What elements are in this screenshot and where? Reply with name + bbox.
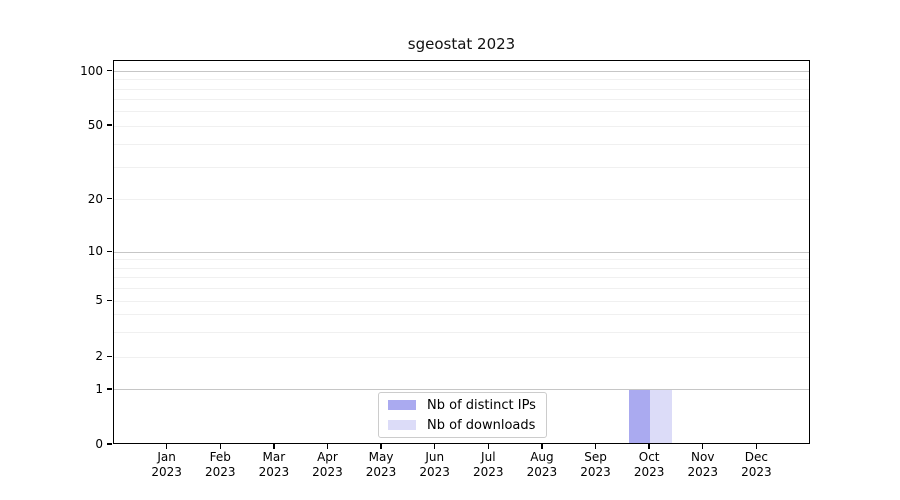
major-gridline-1	[114, 389, 809, 391]
x-tick-label-dec: Dec 2023	[741, 450, 772, 479]
minor-gridline-8	[114, 267, 809, 269]
minor-gridline-5	[114, 300, 809, 302]
x-tick-label-oct: Oct 2023	[633, 450, 665, 479]
x-tick-label-apr: Apr 2023	[312, 450, 343, 479]
minor-gridline-70	[114, 99, 809, 101]
y-tick-mark-0	[107, 443, 112, 445]
x-tick-mark-sep	[594, 444, 597, 449]
minor-gridline-6	[114, 287, 809, 289]
y-tick-mark-50	[107, 124, 112, 126]
minor-gridline-3	[114, 332, 809, 334]
x-tick-label-nov: Nov 2023	[687, 450, 719, 479]
minor-gridline-2	[114, 356, 809, 358]
y-tick-label-0: 0	[95, 437, 103, 451]
minor-gridline-60	[114, 111, 809, 113]
x-tick-label-feb: Feb 2023	[204, 450, 236, 479]
legend: Nb of distinct IPs Nb of downloads	[378, 392, 547, 438]
x-tick-label-aug: Aug 2023	[526, 450, 558, 479]
x-tick-mark-jan	[165, 444, 168, 449]
legend-row-distinct-ips: Nb of distinct IPs	[388, 398, 537, 413]
y-tick-mark-10	[107, 250, 112, 252]
minor-gridline-40	[114, 143, 809, 145]
y-tick-label-100: 100	[80, 63, 103, 78]
y-tick-mark-1	[107, 388, 112, 390]
x-tick-mark-may	[380, 444, 382, 449]
y-tick-mark-2	[107, 355, 112, 358]
x-tick-mark-oct	[648, 444, 650, 449]
y-tick-mark-100	[107, 69, 112, 72]
bar-oct-downloads	[650, 389, 672, 444]
plot-area	[113, 60, 810, 444]
x-tick-mark-aug	[541, 444, 543, 449]
x-tick-mark-jun	[433, 444, 436, 449]
chart-title: sgeostat 2023	[407, 35, 516, 53]
bar-oct-distinct-ips	[628, 389, 651, 444]
minor-gridline-9	[114, 259, 809, 261]
y-tick-mark-20	[107, 197, 112, 200]
y-tick-label-10: 10	[87, 244, 103, 259]
x-tick-mark-jul	[487, 444, 489, 449]
y-tick-label-5: 5	[95, 293, 103, 308]
minor-gridline-30	[114, 166, 809, 168]
major-gridline-10	[114, 251, 809, 253]
minor-gridline-80	[114, 88, 809, 90]
legend-swatch-downloads	[388, 420, 416, 430]
minor-gridline-20	[114, 199, 809, 201]
y-tick-mark-5	[107, 299, 112, 301]
x-tick-mark-mar	[273, 444, 275, 449]
minor-gridline-7	[114, 276, 809, 278]
minor-gridline-50	[114, 125, 809, 127]
x-tick-mark-feb	[219, 444, 221, 449]
legend-label-downloads: Nb of downloads	[427, 417, 536, 433]
major-gridline-100	[114, 71, 809, 73]
x-tick-label-sep: Sep 2023	[580, 450, 611, 479]
x-tick-label-may: May 2023	[365, 450, 397, 479]
legend-row-downloads: Nb of downloads	[388, 418, 537, 433]
x-tick-label-mar: Mar 2023	[258, 450, 290, 479]
x-tick-label-jun: Jun 2023	[419, 450, 450, 479]
legend-swatch-distinct-ips	[388, 400, 416, 410]
y-tick-label-2: 2	[95, 349, 103, 364]
minor-gridline-4	[114, 314, 809, 316]
x-tick-mark-nov	[702, 444, 704, 449]
legend-label-distinct-ips: Nb of distinct IPs	[427, 397, 536, 413]
x-tick-label-jan: Jan 2023	[151, 450, 182, 479]
x-tick-mark-dec	[755, 444, 758, 449]
x-tick-mark-apr	[326, 444, 329, 449]
y-tick-label-20: 20	[87, 191, 103, 206]
x-tick-label-jul: Jul 2023	[473, 450, 504, 479]
y-tick-label-50: 50	[87, 118, 103, 133]
y-tick-label-1: 1	[95, 381, 103, 396]
minor-gridline-90	[114, 79, 809, 81]
